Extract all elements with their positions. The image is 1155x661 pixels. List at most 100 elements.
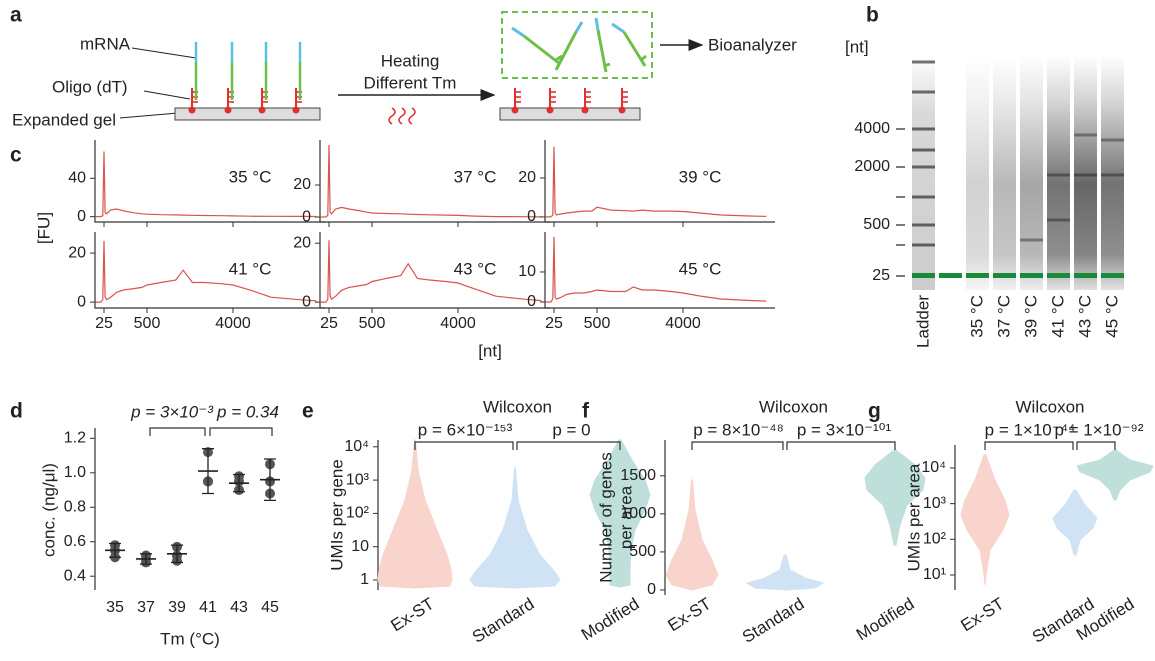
anchor [224, 106, 232, 114]
y-tick-label: 10 [518, 263, 536, 280]
marker-band [939, 273, 962, 278]
trace [320, 240, 542, 303]
fragment [523, 34, 563, 66]
lane-label: 39 °C [1021, 295, 1040, 338]
plot-title: Wilcoxon [483, 397, 552, 416]
x-tick-label: 4000 [215, 315, 251, 332]
gel-band [912, 223, 935, 227]
gel-band [912, 60, 935, 64]
plot-title: 41 °C [229, 259, 272, 278]
x-axis-label: Tm (°C) [160, 629, 220, 648]
annotation: p = 1×10⁻⁹² [1054, 420, 1143, 439]
panel-label: d [10, 400, 23, 423]
label-mrna: mRNA [80, 34, 131, 53]
violin [1052, 489, 1098, 556]
leader [119, 112, 179, 119]
y-tick-label: 10 [351, 538, 369, 555]
gel-band [1101, 138, 1124, 142]
marker-band [1074, 273, 1097, 278]
y-tick-label: 20 [293, 234, 311, 251]
violin [745, 554, 825, 591]
y-tick-label: 10⁴ [344, 438, 369, 455]
y-tick-label: 10⁴ [921, 459, 946, 476]
panel-label: f [582, 400, 590, 423]
anchor [258, 106, 266, 114]
x-tick-label: 25 [95, 315, 113, 332]
bracket [414, 441, 514, 450]
gel-tick-label: 25 [872, 267, 890, 284]
gel-lane [1047, 55, 1070, 290]
y-tick-label: 0.8 [64, 498, 86, 515]
gel-lane [966, 55, 989, 290]
panel-label: g [868, 400, 881, 423]
x-tick-label: 4000 [440, 315, 476, 332]
fragment [611, 22, 625, 34]
lane-label: Ladder [913, 295, 932, 348]
y-tick-label: 1500 [620, 467, 656, 484]
bracket [786, 441, 896, 450]
plot-title: Wilcoxon [759, 397, 828, 416]
marker-band [993, 273, 1016, 278]
annotation: p = 8×10⁻⁴⁸ [693, 420, 784, 439]
gel-tick-label: 500 [863, 216, 890, 233]
fragment [596, 29, 611, 73]
anchor [546, 106, 554, 114]
annotation: p = 3×10⁻³ [130, 402, 214, 421]
y-tick-label: 20 [293, 176, 311, 193]
gel-tick-label: 4000 [854, 120, 890, 137]
y-tick-label: 1000 [620, 505, 656, 522]
anchor [618, 106, 626, 114]
fragment [594, 17, 600, 31]
gel-tick-label: 2000 [854, 158, 890, 175]
y-tick-label: 0.4 [64, 567, 86, 584]
y-axis-label: Number of genes [596, 452, 615, 582]
anchor [581, 106, 589, 114]
gel-slab [174, 107, 321, 121]
anchor [188, 106, 196, 114]
y-axis-label: UMIs per gene [327, 459, 346, 571]
x-tick-label: 35 [106, 599, 124, 616]
marker-band [1020, 273, 1043, 278]
released-box [501, 11, 653, 79]
label-oligo: Oligo (dT) [52, 77, 128, 96]
plot-title: 35 °C [229, 167, 272, 186]
gel-slab [499, 107, 641, 121]
plot-title: 39 °C [679, 167, 722, 186]
anchor [511, 106, 519, 114]
x-tick-label: 25 [320, 315, 338, 332]
x-tick-label: Ex-ST [664, 594, 714, 635]
plot-title: 43 °C [454, 259, 497, 278]
axis [544, 232, 775, 309]
gel-band [1047, 218, 1070, 222]
x-tick-label: 25 [545, 315, 563, 332]
label-output: Bioanalyzer [708, 35, 797, 54]
plots: c [FU] [nt] d e f g 0 40 35 °C 0 20 37 °C 0 20 3… [10, 140, 1154, 648]
lane-label: 45 °C [1102, 295, 1121, 338]
y-tick-label: 10³ [923, 495, 947, 512]
gel-band [912, 243, 935, 247]
axis [319, 140, 550, 223]
y-tick-label: 0 [302, 293, 311, 310]
x-tick-label: 43 [230, 599, 248, 616]
gel-band [1020, 238, 1043, 242]
annotation: p = 0 [552, 420, 590, 439]
y-tick-label: 0 [527, 293, 536, 310]
label-tm: Different Tm [364, 73, 457, 92]
heat-icon [388, 107, 416, 125]
axis [544, 140, 775, 223]
axis [94, 140, 325, 223]
x-tick-label: 37 [137, 599, 155, 616]
y-tick-label: 20 [68, 244, 86, 261]
gel-unit: [nt] [845, 37, 869, 56]
panel-label: e [302, 400, 314, 423]
fragment [574, 21, 584, 33]
gel-band [912, 90, 935, 94]
trace [95, 240, 317, 303]
lane-label: 41 °C [1048, 295, 1067, 338]
y-tick-label: 10³ [346, 471, 370, 488]
y-axis-label: conc. (ng/μl) [39, 463, 58, 557]
lane-label: 37 °C [994, 295, 1013, 338]
plot-title: 37 °C [454, 167, 497, 186]
panel-label: c [10, 144, 22, 167]
bracket [516, 441, 621, 450]
